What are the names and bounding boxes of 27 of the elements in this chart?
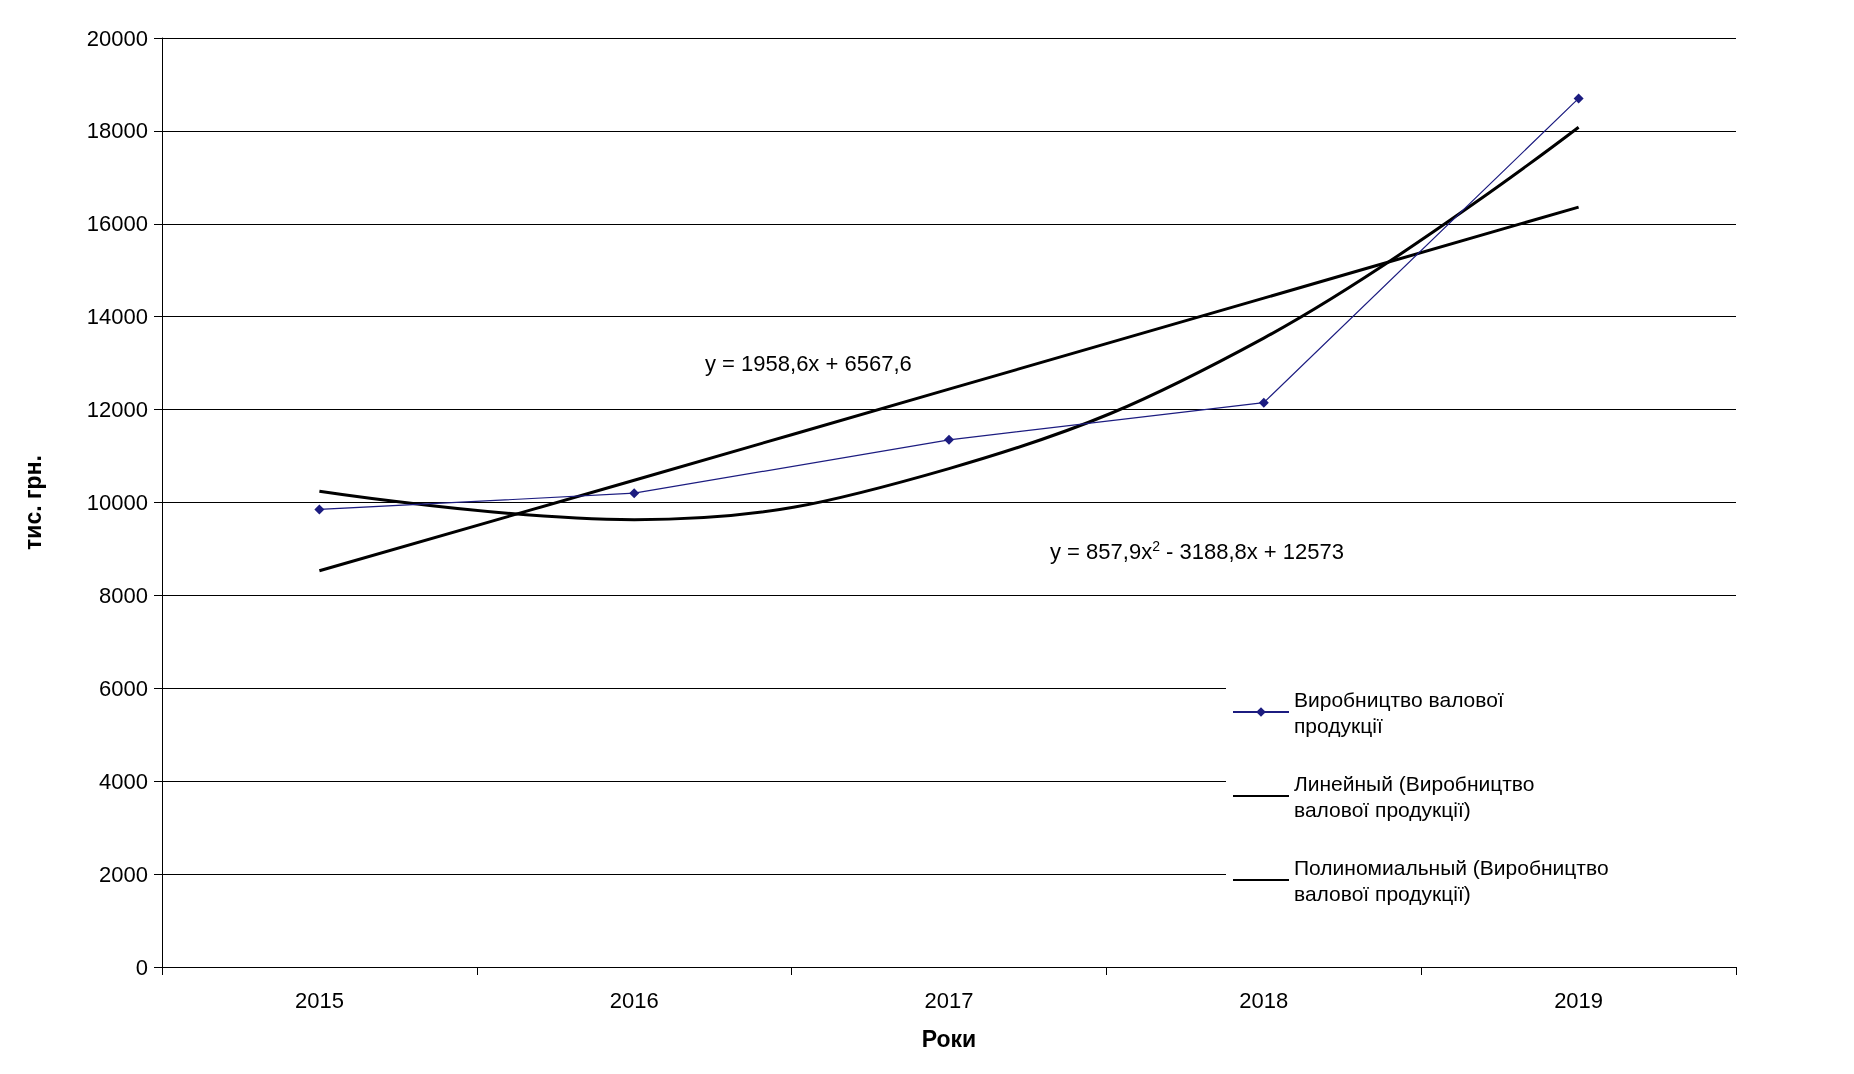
x-tick-label: 2016 <box>609 987 659 1013</box>
point <box>1573 93 1584 104</box>
y-tick-label: 14000 <box>86 304 148 330</box>
y-tick-label: 12000 <box>86 397 148 423</box>
y-tick-label: 2000 <box>99 861 148 887</box>
y-tick-label: 0 <box>135 954 148 980</box>
point <box>944 434 954 445</box>
x-tick-label: 2017 <box>924 987 974 1013</box>
point <box>1258 397 1269 408</box>
y-axis-title: тис. грн. <box>19 455 46 550</box>
annotation: y = 1958,6x + 6567,6 <box>705 350 912 376</box>
y-tick-label: 4000 <box>99 768 148 794</box>
point <box>314 504 325 515</box>
legend-label: Линейный (Виробництво валової продукції) <box>1294 771 1541 821</box>
y-tick-label: 18000 <box>86 118 148 144</box>
point <box>629 488 640 499</box>
x-tick-label: 2019 <box>1554 987 1604 1013</box>
legend-label: Виробництво валової продукції <box>1294 687 1510 737</box>
legend-label: Полиномиальный (Виробництво валової продукції) <box>1294 855 1615 905</box>
y-tick-label: 10000 <box>86 490 148 515</box>
x-tick-label: 2015 <box>294 987 344 1013</box>
x-axis-title: Роки <box>921 1025 977 1052</box>
y-tick-label: 6000 <box>99 675 148 701</box>
x-tick-label: 2018 <box>1239 987 1289 1013</box>
y-tick-label: 16000 <box>86 211 148 237</box>
y-tick-label: 20000 <box>86 25 148 51</box>
y-tick-label: 8000 <box>99 582 148 608</box>
